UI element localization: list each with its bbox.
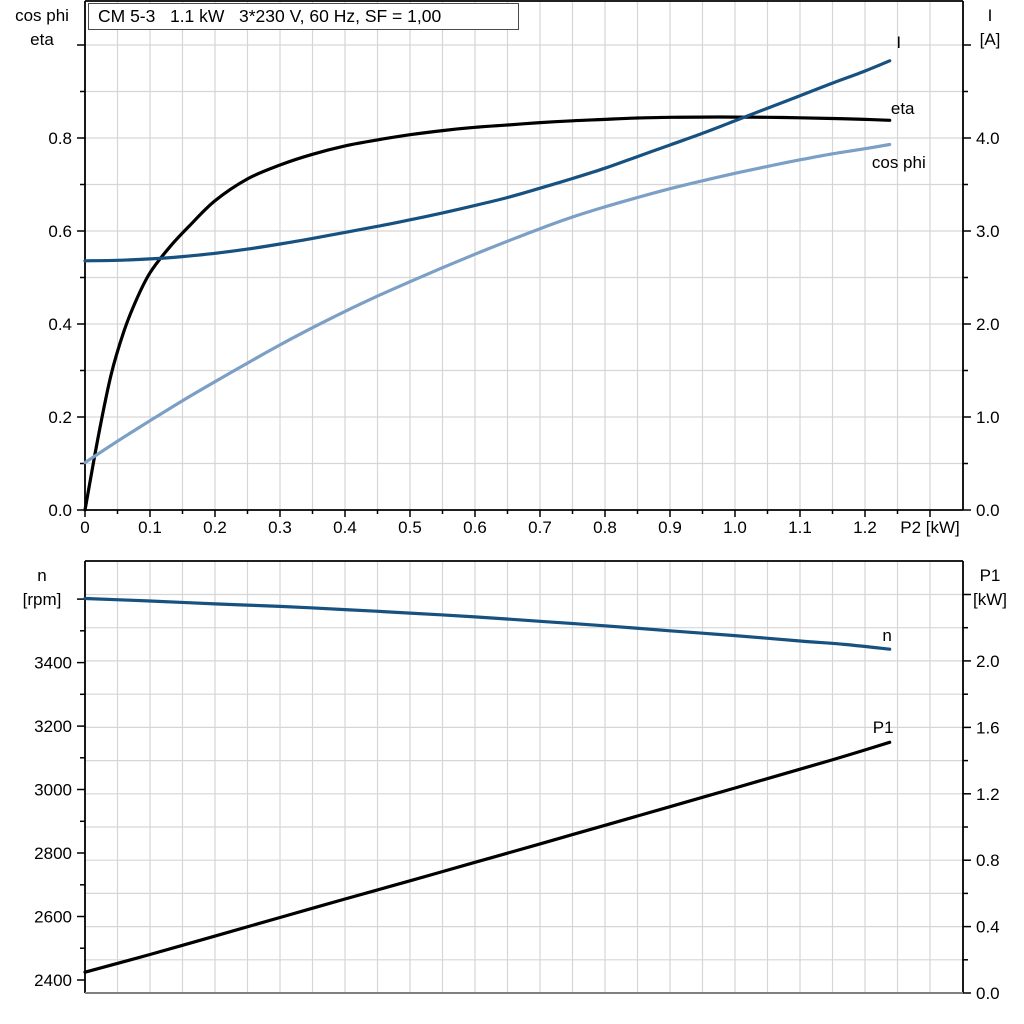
motor-mechanical-right-axis-title-line2: [kW]	[973, 590, 1007, 609]
motor-electrical-x-tick-label-0.2: 0.2	[203, 518, 227, 537]
motor-electrical-x-tick-label-1.1: 1.1	[788, 518, 812, 537]
motor-electrical-left-tick-label-0.0: 0.0	[48, 501, 72, 520]
motor-mechanical-left-tick-label-2600: 2600	[34, 908, 72, 927]
motor-electrical-right-tick-label-4.0: 4.0	[976, 129, 1000, 148]
motor-mechanical-right-axis-title-line1: P1	[980, 566, 1001, 585]
motor-electrical-right-axis-title-line2: [A]	[980, 30, 1001, 49]
motor-electrical-x-tick-label-0.5: 0.5	[398, 518, 422, 537]
motor-mechanical-frame	[84, 560, 964, 994]
motor-electrical-left-tick-label-0.2: 0.2	[48, 408, 72, 427]
chart-title: CM 5-3 1.1 kW 3*230 V, 60 Hz, SF = 1,00	[88, 3, 519, 30]
motor-electrical-x-axis-unit-label: P2 [kW]	[900, 518, 960, 537]
motor-electrical-x-tick-label-0.1: 0.1	[138, 518, 162, 537]
series-P1-curve	[83, 740, 892, 974]
motor-electrical-x-tick-label-0: 0	[80, 518, 89, 537]
motor-electrical-gridlines	[85, 1, 963, 510]
motor-electrical-left-axis-title-line1: cos phi	[15, 6, 69, 25]
motor-electrical-x-tick-label-0.4: 0.4	[333, 518, 357, 537]
motor-mechanical-right-tick-label-0.4: 0.4	[976, 918, 1000, 937]
motor-electrical-right-axis-title-line1: I	[988, 6, 993, 25]
motor-electrical-right-tick-label-3.0: 3.0	[976, 222, 1000, 241]
motor-electrical-x-tick-label-0.6: 0.6	[463, 518, 487, 537]
series-eta-label: eta	[891, 99, 915, 118]
motor-electrical-right-tick-label-1.0: 1.0	[976, 408, 1000, 427]
motor-mechanical-tick-labels: 2400 2600 2800 3000 3200 3400 0.0 0.4 0.8 1.2 1.6 2…	[23, 566, 1007, 1003]
motor-electrical-frame	[84, 0, 964, 511]
motor-mechanical-ticks	[77, 593, 971, 994]
motor-electrical-ticks	[77, 44, 971, 517]
motor-electrical-tick-labels: 0 0.1 0.2 0.3 0.4 0.5 0.6 0.7 0.8 0.9 1.0 1.1 1.2 P2 …	[15, 6, 1000, 537]
series-cos-phi-curve	[83, 142, 892, 465]
motor-electrical-left-tick-label-0.6: 0.6	[48, 222, 72, 241]
motor-mechanical-gridlines	[85, 561, 963, 993]
motor-mechanical-right-tick-label-0.8: 0.8	[976, 851, 1000, 870]
series-n-curve	[83, 596, 892, 651]
motor-mechanical-left-tick-label-2800: 2800	[34, 844, 72, 863]
motor-mechanical-right-tick-label-1.2: 1.2	[976, 785, 1000, 804]
motor-electrical-right-tick-label-0.0: 0.0	[976, 501, 1000, 520]
motor-mechanical-right-tick-label-1.6: 1.6	[976, 718, 1000, 737]
motor-electrical-right-tick-label-2.0: 2.0	[976, 315, 1000, 334]
motor-electrical-left-tick-label-0.4: 0.4	[48, 315, 72, 334]
motor-electrical-x-tick-label-0.3: 0.3	[268, 518, 292, 537]
motor-electrical-x-tick-label-0.9: 0.9	[658, 518, 682, 537]
series-eta-curve	[83, 115, 892, 512]
motor-mechanical-left-tick-label-3400: 3400	[34, 654, 72, 673]
series-I-label: I	[896, 33, 901, 52]
motor-electrical-x-tick-label-1.0: 1.0	[723, 518, 747, 537]
motor-mechanical-left-axis-title-line2: [rpm]	[23, 590, 62, 609]
series-P1-label: P1	[873, 718, 894, 737]
motor-electrical-x-tick-label-1.2: 1.2	[853, 518, 877, 537]
motor-mechanical-right-tick-label-0.0: 0.0	[976, 984, 1000, 1003]
motor-mechanical-left-tick-label-2400: 2400	[34, 971, 72, 990]
motor-mechanical-left-tick-label-3000: 3000	[34, 781, 72, 800]
motor-electrical-left-tick-label-0.8: 0.8	[48, 129, 72, 148]
motor-electrical-x-tick-label-0.8: 0.8	[593, 518, 617, 537]
series-cos-phi-label: cos phi	[872, 153, 926, 172]
motor-mechanical-left-axis-title-line1: n	[37, 566, 46, 585]
series-I-curve	[83, 59, 892, 263]
motor-electrical-chart: 0 0.1 0.2 0.3 0.4 0.5 0.6 0.7 0.8 0.9 1.0 1.1 1.2 P2 …	[15, 0, 1000, 537]
motor-mechanical-left-tick-label-3200: 3200	[34, 717, 72, 736]
series-n-label: n	[882, 626, 891, 645]
motor-mechanical-chart: 2400 2600 2800 3000 3200 3400 0.0 0.4 0.8 1.2 1.6 2…	[23, 560, 1007, 1003]
motor-electrical-left-axis-title-line2: eta	[30, 30, 54, 49]
motor-electrical-x-tick-label-0.7: 0.7	[528, 518, 552, 537]
motor-mechanical-right-tick-label-2.0: 2.0	[976, 652, 1000, 671]
